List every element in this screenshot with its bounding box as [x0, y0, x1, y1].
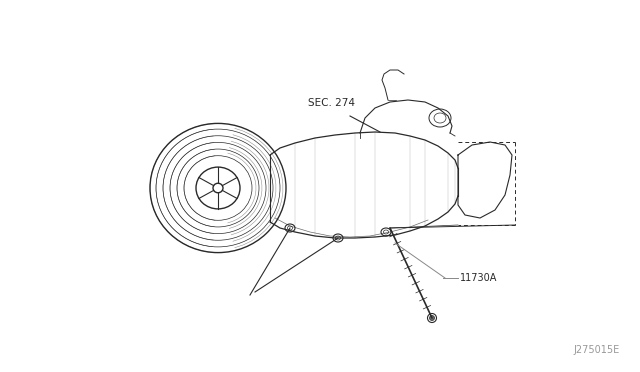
Text: J275015E: J275015E [573, 345, 620, 355]
Text: 11730A: 11730A [460, 273, 497, 283]
Ellipse shape [429, 315, 435, 321]
Text: SEC. 274: SEC. 274 [308, 98, 355, 108]
